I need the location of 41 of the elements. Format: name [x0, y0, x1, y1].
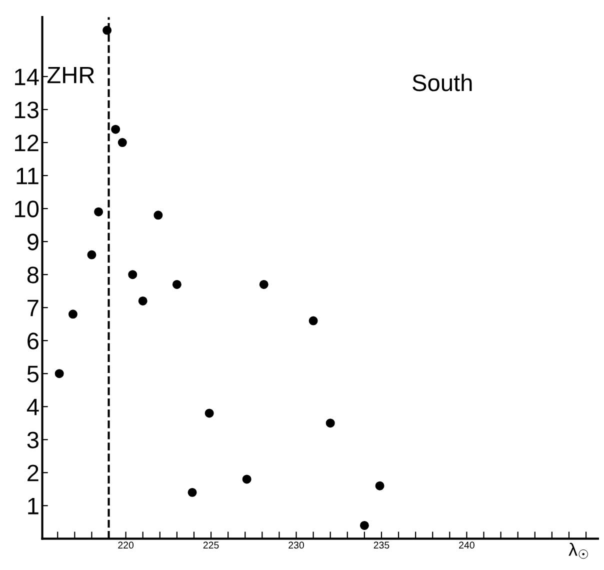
y-tick-label: 10 — [15, 200, 39, 218]
x-tick-label: 225 — [203, 542, 219, 549]
y-tick-label: 12 — [15, 134, 38, 152]
point — [204, 408, 214, 418]
annotation: South — [412, 74, 472, 92]
point — [242, 474, 252, 484]
x-tick-label: 235 — [374, 542, 390, 549]
y-tick-label: 1 — [28, 498, 38, 514]
y-tick-label: 3 — [27, 432, 38, 448]
point — [54, 369, 64, 378]
point — [375, 481, 384, 490]
point — [94, 207, 104, 216]
y-tick-label: 6 — [28, 332, 38, 350]
y-tick-label: 5 — [27, 366, 39, 382]
y-tick-label: 4 — [26, 398, 39, 416]
point — [360, 520, 369, 530]
y-tick-label: 9 — [27, 234, 38, 250]
y-tick-label: 2 — [28, 464, 38, 482]
point — [259, 280, 268, 289]
point — [128, 270, 138, 280]
x-tick-label: 220 — [118, 542, 134, 549]
y-tick-label: 8 — [27, 266, 38, 284]
y-axis-title: ZHR — [47, 66, 94, 84]
point — [102, 26, 112, 35]
point — [138, 296, 148, 306]
point — [118, 138, 127, 148]
point — [326, 418, 335, 428]
point — [111, 124, 120, 134]
point — [154, 210, 163, 220]
point — [172, 280, 182, 289]
y-tick-label: 11 — [16, 168, 38, 184]
x-axis-title: λ$_{☉}$ — [568, 542, 588, 559]
y-tick-label: 13 — [15, 102, 38, 118]
point — [68, 310, 78, 319]
y-tick-label: 7 — [28, 300, 38, 316]
x-tick-label: 240 — [459, 542, 474, 549]
x-tick-label: 230 — [288, 542, 304, 549]
point — [87, 250, 96, 260]
point — [308, 316, 318, 326]
y-tick-label: 14 — [15, 68, 39, 86]
point — [188, 488, 197, 497]
